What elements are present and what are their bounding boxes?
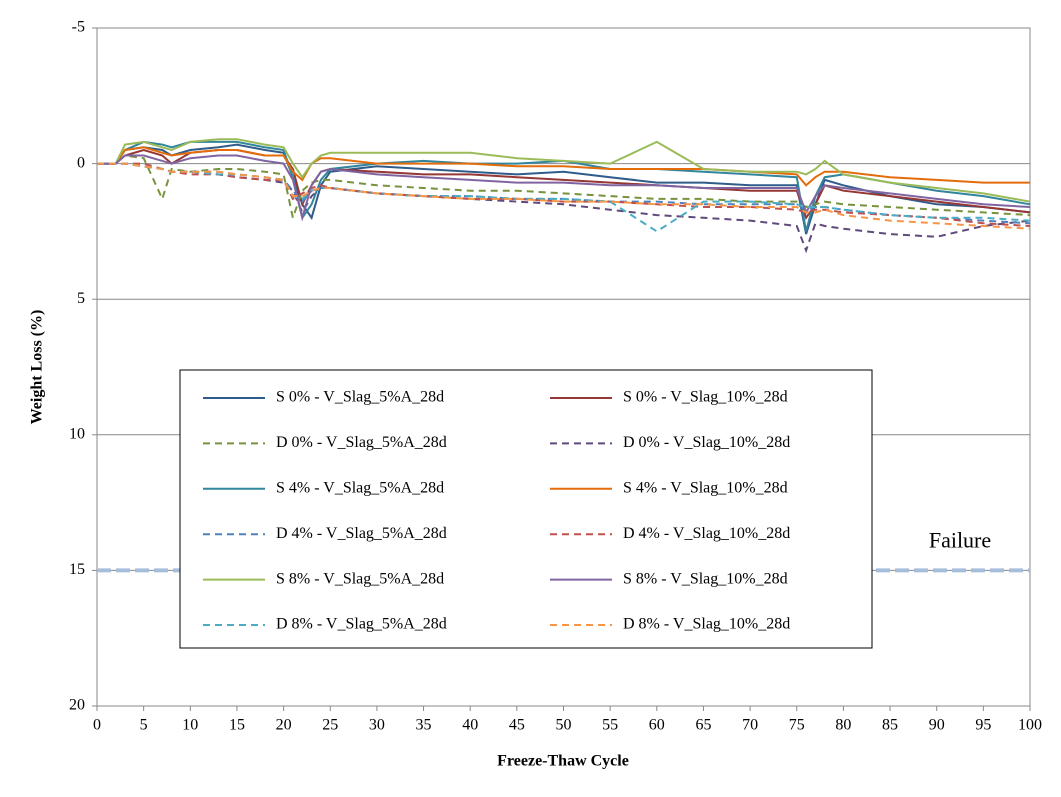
x-tick-label: 45: [509, 717, 525, 734]
legend: S 0% - V_Slag_5%A_28d S 0% - V_Slag_10%_2…: [179, 369, 873, 649]
legend-label: D 0% - V_Slag_5%A_28d: [276, 434, 447, 451]
legend-label: S 0% - V_Slag_5%A_28d: [276, 389, 444, 406]
x-tick-label: 75: [789, 717, 805, 734]
legend-label: D 8% - V_Slag_5%A_28d: [276, 616, 447, 633]
series-line: [97, 138, 1031, 203]
series-line: [97, 162, 1031, 227]
legend-box: [179, 369, 873, 649]
x-tick-label: 80: [835, 717, 851, 734]
x-tick-label: 40: [462, 717, 478, 734]
x-tick-label: 95: [975, 717, 991, 734]
plot-border: [96, 27, 1031, 707]
series-line: [97, 140, 1031, 232]
x-tick-label: 20: [276, 717, 292, 734]
legend-label: S 4% - V_Slag_10%_28d: [623, 479, 788, 496]
x-tick-label: 35: [416, 717, 432, 734]
legend-label: D 4% - V_Slag_10%_28d: [623, 525, 790, 542]
legend-label: S 8% - V_Slag_5%A_28d: [276, 570, 444, 587]
series-line: [97, 162, 1031, 230]
y-tick-label: 20: [69, 697, 85, 714]
legend-label: D 4% - V_Slag_5%A_28d: [276, 525, 447, 542]
x-tick-label: 5: [140, 717, 148, 734]
series-line: [97, 148, 1031, 221]
x-tick-label: 50: [556, 717, 572, 734]
x-tick-label: 15: [229, 717, 245, 734]
y-tick-label: -5: [72, 19, 85, 36]
x-axis-title: Freeze-Thaw Cycle: [497, 753, 629, 770]
x-tick-label: 0: [93, 717, 101, 734]
x-tick-label: 25: [322, 717, 338, 734]
x-tick-label: 70: [742, 717, 758, 734]
series-line: [97, 154, 1031, 222]
legend-label: D 0% - V_Slag_10%_28d: [623, 434, 790, 451]
series-line: [97, 146, 1030, 187]
x-tick-label: 60: [649, 717, 665, 734]
y-axis-title: Weight Loss (%): [29, 310, 46, 425]
x-tick-label: 85: [882, 717, 898, 734]
failure-label: Failure: [929, 527, 991, 552]
y-tick-label: 5: [77, 290, 85, 307]
x-tick-label: 90: [929, 717, 945, 734]
legend-label: D 8% - V_Slag_10%_28d: [623, 616, 790, 633]
legend-label: S 0% - V_Slag_10%_28d: [623, 389, 788, 406]
x-tick-label: 65: [695, 717, 711, 734]
x-tick-label: 30: [369, 717, 385, 734]
x-tick-label: 100: [1018, 717, 1042, 734]
y-tick-label: 10: [69, 425, 85, 442]
x-tick-label: 10: [182, 717, 198, 734]
legend-label: S 8% - V_Slag_10%_28d: [623, 570, 788, 587]
series-line: [97, 154, 1031, 222]
y-tick-label: 0: [77, 154, 85, 171]
y-tick-label: 15: [69, 561, 85, 578]
legend-label: S 4% - V_Slag_5%A_28d: [276, 479, 444, 496]
x-tick-label: 55: [602, 717, 618, 734]
